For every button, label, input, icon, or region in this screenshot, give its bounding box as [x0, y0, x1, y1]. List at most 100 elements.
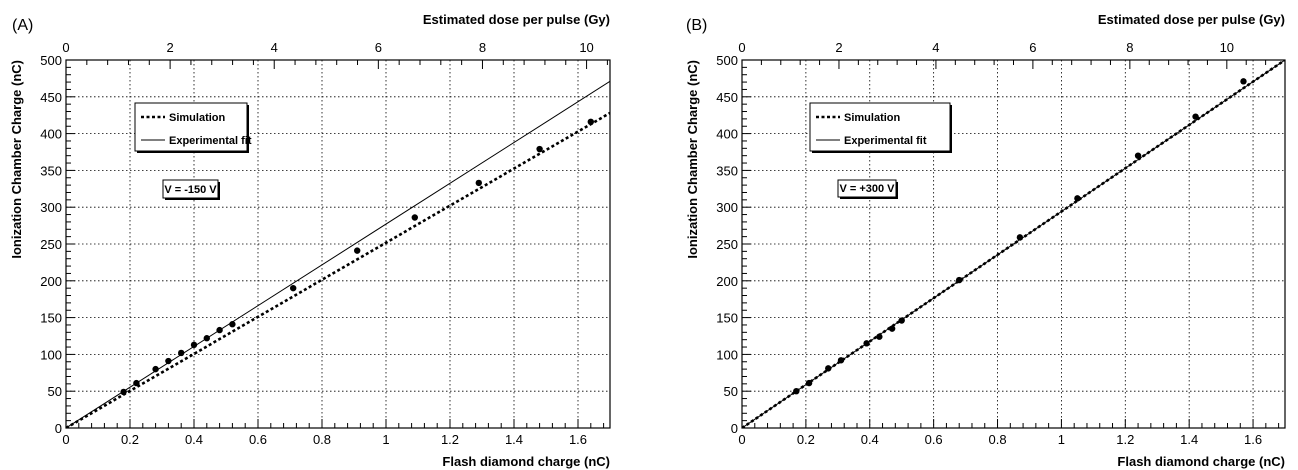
data-point — [475, 179, 482, 187]
y-tick-label: 50 — [724, 384, 738, 399]
y-tick-label: 200 — [716, 274, 738, 289]
y-tick-label: 100 — [716, 347, 738, 362]
x2-tick-label: 2 — [835, 40, 842, 55]
simulation-line — [66, 111, 610, 428]
data-point — [411, 214, 418, 221]
data-point — [793, 388, 800, 395]
y-tick-label: 250 — [40, 237, 62, 252]
data-point — [1074, 195, 1081, 202]
y-tick-label: 350 — [716, 163, 738, 178]
y-tick-label: 500 — [40, 53, 62, 68]
panel-label: (A) — [12, 17, 33, 34]
y-axis-title: Ionization Chamber Charge (nC) — [685, 60, 700, 259]
data-point — [956, 276, 963, 284]
data-point — [290, 284, 297, 292]
legend: Simulation Experimental fit — [134, 102, 252, 153]
y-tick-label: 0 — [731, 421, 738, 436]
axis-ticks — [65, 59, 608, 429]
x-tick-label: 1.6 — [569, 432, 587, 447]
legend-box — [134, 102, 248, 152]
y-tick-label: 350 — [40, 163, 62, 178]
y-tick-label: 450 — [40, 90, 62, 105]
x2-tick-label: 10 — [1220, 40, 1234, 55]
chart-panel-a: (A)0 0.2 0.4 0.6 0.8 1 1.2 1.4 1.605010015020025… — [9, 12, 611, 469]
series-lines — [742, 60, 1285, 428]
x-tick-label: 0.6 — [249, 432, 267, 447]
x-tick-label: 1.4 — [1180, 432, 1198, 447]
data-points — [120, 118, 594, 396]
data-point — [1192, 113, 1199, 120]
y-tick-label: 0 — [55, 421, 62, 436]
voltage-annotation: V = -150 V — [162, 179, 220, 200]
legend-simulation-label: Simulation — [169, 112, 226, 124]
y-tick-label: 450 — [716, 90, 738, 105]
data-point — [888, 325, 896, 332]
annotation-label: V = -150 V — [164, 184, 217, 196]
x-tick-label: 1 — [1058, 432, 1065, 447]
x-tick-label: 0.2 — [797, 432, 815, 447]
legend-simulation-label: Simulation — [844, 112, 901, 124]
axis-ticks — [741, 59, 1286, 429]
data-point — [898, 317, 905, 324]
data-point — [805, 379, 813, 387]
x-tick-label: 1.2 — [441, 432, 459, 447]
x-tick-label: 0.4 — [861, 432, 879, 447]
y-tick-label: 300 — [716, 200, 738, 215]
y-tick-label: 500 — [716, 53, 738, 68]
data-point — [165, 357, 172, 365]
data-point — [1016, 234, 1024, 241]
grid — [742, 60, 1285, 428]
x-tick-label: 1.4 — [505, 432, 523, 447]
grid — [66, 60, 610, 428]
data-point — [863, 340, 870, 347]
x-tick-label: 1 — [382, 432, 389, 447]
data-point — [178, 349, 185, 357]
x2-tick-label: 6 — [375, 40, 382, 55]
legend-fit-label: Experimental fit — [169, 135, 252, 147]
x2-axis-title: Estimated dose per pulse (Gy) — [423, 12, 610, 27]
x2-tick-label: 0 — [62, 40, 69, 55]
y-tick-label: 50 — [48, 384, 62, 399]
data-points — [793, 78, 1247, 395]
x2-tick-label: 8 — [1126, 40, 1133, 55]
annotation-box — [837, 179, 897, 198]
data-point — [354, 247, 361, 254]
x-tick-label: 0 — [62, 432, 69, 447]
data-point — [229, 321, 236, 328]
data-point — [216, 326, 223, 334]
annotation-box — [162, 179, 219, 199]
y-tick-label: 400 — [716, 127, 738, 142]
legend-fit-label: Experimental fit — [844, 135, 927, 147]
x-tick-label: 1.2 — [1116, 432, 1134, 447]
x-tick-label: 0.8 — [988, 432, 1006, 447]
x-tick-label: 0.8 — [313, 432, 331, 447]
y-tick-label: 150 — [716, 311, 738, 326]
x-tick-label: 0 — [738, 432, 745, 447]
x2-tick-label: 0 — [738, 40, 745, 55]
data-point — [190, 341, 198, 349]
legend-box — [809, 102, 951, 152]
y-tick-label: 200 — [40, 274, 62, 289]
data-point — [152, 365, 159, 373]
x-tick-label: 0.4 — [185, 432, 203, 447]
x-tick-label: 1.6 — [1244, 432, 1262, 447]
y-tick-label: 300 — [40, 200, 62, 215]
x-axis-title: Flash diamond charge (nC) — [1117, 454, 1285, 469]
x2-tick-label: 2 — [166, 40, 173, 55]
x2-tick-label: 10 — [579, 40, 593, 55]
voltage-annotation: V = +300 V — [837, 179, 898, 199]
x2-tick-label: 4 — [932, 40, 939, 55]
data-point — [1134, 152, 1142, 159]
chart-panel-b: (B)0 0.2 0.4 0.6 0.8 1 1.2 1.4 1.605010015020025… — [685, 12, 1286, 469]
data-point — [1240, 78, 1247, 85]
x2-tick-label: 4 — [271, 40, 278, 55]
y-tick-label: 400 — [40, 127, 62, 142]
y-tick-label: 150 — [40, 311, 62, 326]
data-point — [876, 333, 883, 340]
x-axis-title: Flash diamond charge (nC) — [442, 454, 610, 469]
data-point — [536, 145, 543, 153]
data-point — [203, 335, 210, 342]
annotation-label: V = +300 V — [839, 183, 895, 195]
panel-label: (B) — [686, 17, 707, 34]
